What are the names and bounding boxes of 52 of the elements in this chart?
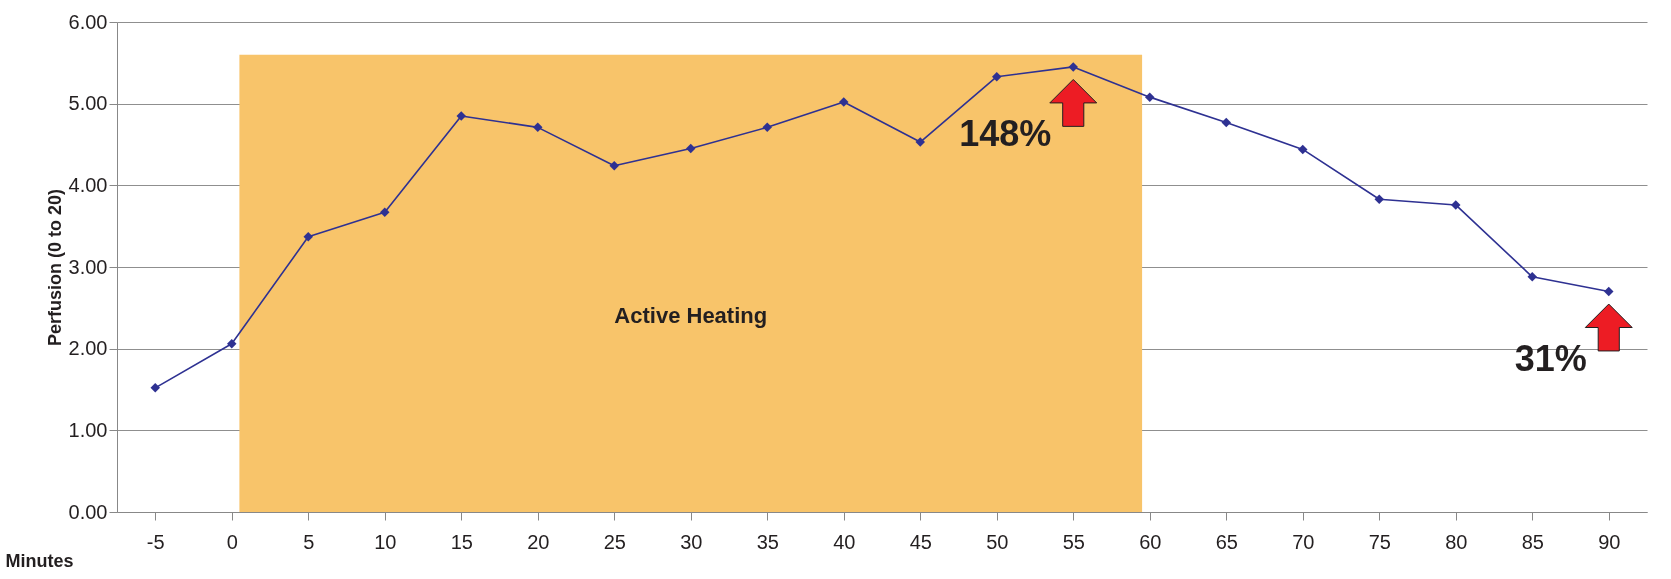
point bbox=[227, 339, 237, 349]
y-axis-title: Perfusion (0 to 20) bbox=[44, 188, 65, 347]
y-tick-label: 2.00 bbox=[68, 337, 108, 360]
point bbox=[1298, 144, 1308, 155]
point bbox=[762, 122, 772, 133]
point bbox=[380, 207, 390, 218]
x-tick-label: 15 bbox=[450, 530, 473, 553]
x-tick-label: 20 bbox=[527, 530, 550, 553]
y-tick-label: 0.00 bbox=[68, 500, 108, 523]
point bbox=[303, 232, 313, 242]
x-tick-label: 50 bbox=[986, 530, 1009, 553]
point bbox=[609, 160, 619, 171]
x-tick-label: 0 bbox=[226, 530, 238, 553]
point bbox=[1604, 286, 1614, 297]
x-tick-label: 40 bbox=[833, 530, 856, 553]
point bbox=[992, 71, 1002, 82]
point bbox=[915, 137, 925, 147]
point bbox=[1221, 117, 1231, 128]
x-tick-label: 65 bbox=[1215, 530, 1238, 553]
point bbox=[533, 122, 543, 133]
x-tick-label: 10 bbox=[374, 530, 397, 553]
point bbox=[686, 143, 696, 154]
annotation: 31% bbox=[1514, 337, 1587, 379]
point bbox=[1527, 272, 1537, 282]
x-tick-label: 55 bbox=[1062, 530, 1085, 553]
y-tick-label: 4.00 bbox=[68, 173, 108, 196]
x-tick-label: 60 bbox=[1139, 530, 1162, 553]
x-tick-label: 35 bbox=[756, 530, 779, 553]
point bbox=[1145, 92, 1155, 102]
x-tick-label: 80 bbox=[1445, 530, 1468, 553]
annotation: 148% bbox=[959, 112, 1052, 154]
x-tick-label: 85 bbox=[1521, 530, 1544, 553]
x-tick-label: 25 bbox=[603, 530, 626, 553]
y-tick-label: 5.00 bbox=[68, 92, 108, 115]
point bbox=[1068, 62, 1078, 72]
point bbox=[839, 97, 849, 107]
band-label: Active Heating bbox=[614, 303, 768, 328]
x-tick-label: 90 bbox=[1598, 530, 1621, 553]
x-tick-label: 5 bbox=[303, 530, 315, 553]
x-tick-label: 45 bbox=[909, 530, 932, 553]
x-tick-label: 75 bbox=[1368, 530, 1391, 553]
point bbox=[1451, 200, 1461, 210]
y-tick-label: 6.00 bbox=[68, 10, 108, 33]
x-tick-label: 30 bbox=[680, 530, 703, 553]
point bbox=[1374, 194, 1384, 204]
point bbox=[150, 383, 160, 393]
x-tick-label: 70 bbox=[1292, 530, 1315, 553]
point bbox=[456, 111, 466, 121]
y-tick-label: 1.00 bbox=[68, 418, 108, 441]
x-tick-label: -5 bbox=[146, 530, 165, 553]
y-tick-label: 3.00 bbox=[68, 255, 108, 278]
x-axis-title: Minutes bbox=[5, 550, 74, 571]
